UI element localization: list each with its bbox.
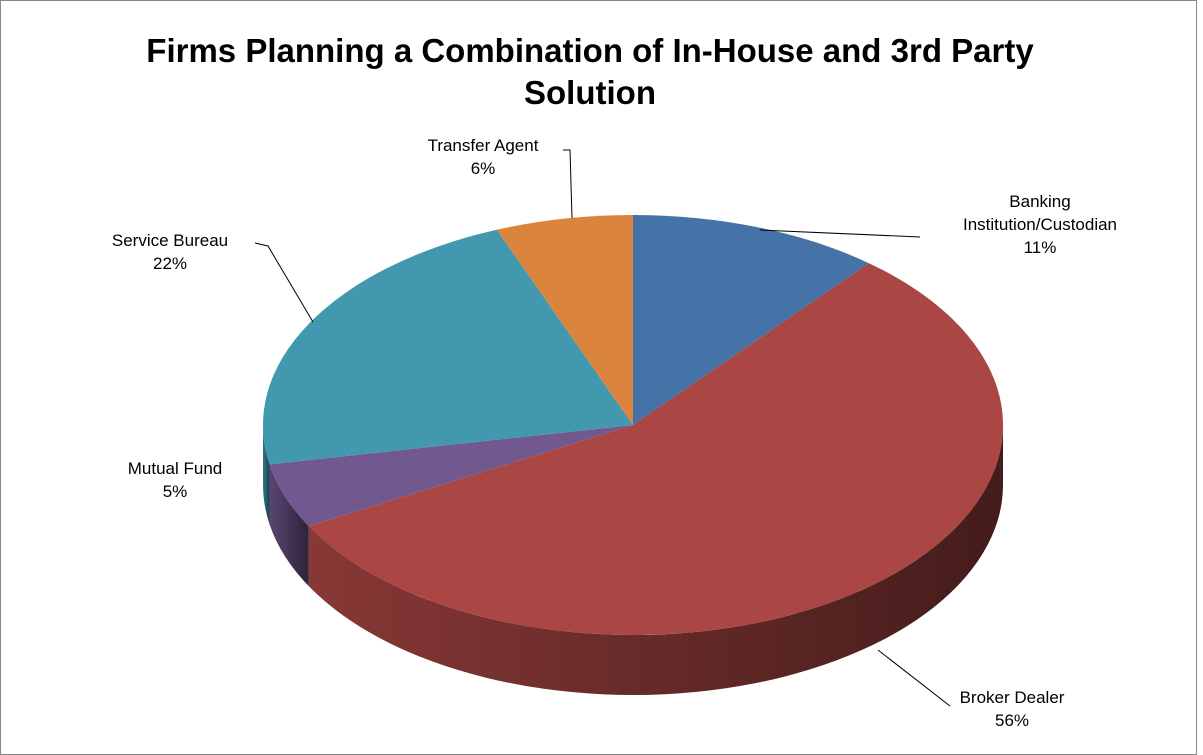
label-name: Broker Dealer — [959, 688, 1065, 707]
label-name: Transfer Agent — [427, 136, 539, 155]
slice — [308, 263, 1003, 635]
label-value: 22% — [152, 254, 188, 273]
leader-line — [563, 149, 573, 219]
slice — [262, 229, 633, 465]
data-label: Service Bureau 22% — [60, 229, 280, 275]
leader-line — [877, 649, 951, 707]
slice-side — [308, 425, 1004, 696]
data-label: Transfer Agent 6% — [373, 134, 593, 180]
label-value: 6% — [470, 159, 496, 178]
slice — [633, 215, 869, 425]
label-name: Service Bureau — [111, 231, 229, 250]
label-value: 11% — [1023, 238, 1057, 257]
label-name: Mutual Fund — [127, 459, 223, 478]
label-value: 5% — [162, 482, 188, 501]
slice — [269, 425, 633, 527]
slice-side — [269, 464, 309, 587]
leader-line — [759, 229, 921, 238]
slice — [496, 215, 633, 425]
data-label: Mutual Fund 5% — [65, 457, 285, 503]
leader-line — [254, 242, 314, 323]
chart-title: Firms Planning a Combination of In-House… — [146, 32, 1034, 111]
label-value: 56% — [994, 711, 1030, 730]
data-label: Banking Institution/Custodian 11% — [930, 190, 1150, 259]
slice-side — [263, 425, 270, 525]
label-name: Banking Institution/Custodian — [962, 192, 1118, 234]
data-label: Broker Dealer 56% — [902, 686, 1122, 732]
